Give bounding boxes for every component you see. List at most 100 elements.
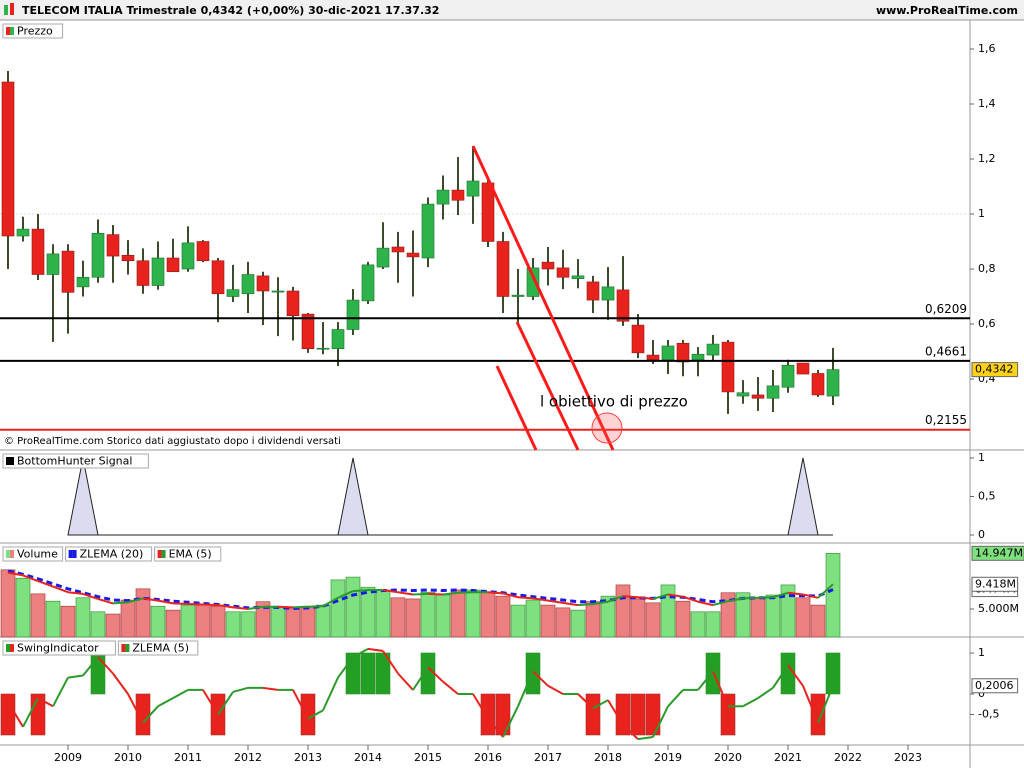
candle-body (151, 257, 165, 286)
bar (360, 652, 376, 695)
line-segment (712, 600, 729, 607)
candle-body (766, 385, 780, 399)
line-segment (607, 699, 624, 726)
candle-body (691, 353, 705, 361)
candle-body (166, 257, 180, 273)
header-icon (4, 5, 8, 15)
bar (525, 599, 541, 638)
x-tick-label: 2014 (354, 751, 382, 764)
bar (750, 596, 766, 638)
legend-swatch (6, 644, 10, 652)
bar (90, 652, 106, 695)
candle-body (181, 242, 195, 270)
line-segment (352, 588, 369, 593)
last-value-label: 0,4342 (975, 363, 1014, 376)
candle-body (121, 254, 135, 262)
bar (180, 604, 196, 638)
candle-body (676, 342, 690, 363)
bar (720, 693, 736, 736)
line-segment (202, 689, 219, 716)
candle-body (31, 228, 45, 275)
candle-body (631, 324, 645, 354)
bar (300, 693, 316, 736)
candle-body (526, 267, 540, 297)
bar (330, 579, 346, 638)
candle-body (226, 289, 240, 297)
last-value-box (971, 545, 1024, 561)
bar (480, 693, 496, 736)
line-segment (547, 599, 564, 604)
x-tick-label: 2019 (654, 751, 682, 764)
bar (270, 606, 286, 638)
bar (585, 693, 601, 736)
line-segment (97, 656, 114, 675)
candle-body (721, 341, 735, 393)
line-segment (397, 591, 414, 596)
y-tick-label: 0,6 (978, 317, 996, 330)
x-tick-label: 2009 (54, 751, 82, 764)
candle-body (541, 261, 555, 270)
legend-swatch (125, 644, 130, 652)
line-segment (442, 680, 459, 695)
candle-body (436, 189, 450, 205)
bar (285, 607, 301, 638)
line-segment (532, 670, 549, 687)
candle-body (451, 189, 465, 201)
candle-body (406, 252, 420, 258)
bar (810, 693, 826, 736)
x-tick-label: 2012 (234, 751, 262, 764)
bar (45, 600, 61, 638)
bar (435, 594, 451, 638)
legend-label: BottomHunter Signal (17, 455, 132, 468)
line-segment (112, 672, 129, 695)
line-segment (22, 574, 39, 582)
line-segment (787, 664, 804, 687)
candle-body (736, 392, 750, 397)
bar (570, 609, 586, 638)
y-tick-label: 0 (978, 528, 985, 541)
x-tick-label: 2015 (414, 751, 442, 764)
bar (30, 593, 46, 638)
candle-body (46, 253, 60, 275)
legend-swatch (6, 457, 10, 465)
line-segment (622, 724, 639, 740)
bar (225, 611, 241, 638)
candle-body (421, 203, 435, 259)
candle-body (241, 274, 255, 295)
line-segment (547, 684, 564, 695)
candle-body (211, 260, 225, 295)
bar (135, 588, 151, 638)
bar (390, 597, 406, 638)
line-segment (307, 709, 324, 720)
line-segment (667, 689, 684, 707)
line-segment (172, 689, 189, 699)
line-segment (82, 656, 99, 677)
bar (825, 652, 841, 695)
line-segment (97, 597, 114, 605)
x-tick-label: 2020 (714, 751, 742, 764)
legend-box (2, 453, 149, 469)
legend-label: ZLEMA (5) (132, 642, 189, 655)
y-tick-label: 1,4 (978, 97, 996, 110)
chart-title: TELECOM ITALIA Trimestrale 0,4342 (+0,00… (22, 4, 439, 17)
line-segment (697, 600, 714, 607)
line-segment (217, 604, 234, 609)
last-value-box (971, 576, 1019, 592)
bar (675, 600, 691, 638)
candle-body (361, 264, 375, 302)
line-segment (157, 697, 174, 708)
bar (600, 595, 616, 638)
bar (210, 605, 226, 638)
legend-swatch (157, 550, 162, 558)
trend-line (495, 365, 538, 451)
line-segment (757, 596, 774, 599)
bar (300, 605, 316, 638)
legend-box (65, 546, 153, 562)
legend-swatch (161, 550, 166, 558)
bar (690, 611, 706, 638)
bar (0, 693, 16, 736)
line-segment (772, 591, 789, 599)
candle-body (256, 275, 270, 292)
bar (660, 584, 676, 638)
candle-body (781, 364, 795, 388)
